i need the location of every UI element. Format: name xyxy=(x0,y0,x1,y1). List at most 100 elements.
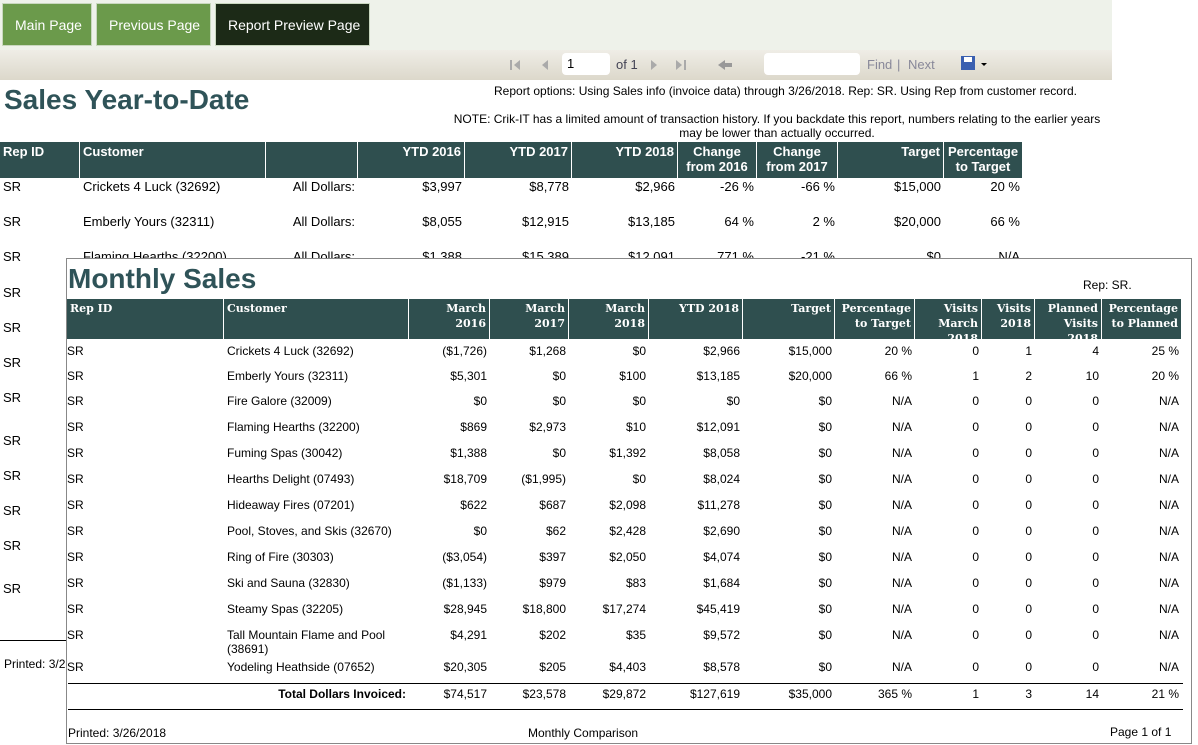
table-cell: $687 xyxy=(490,498,569,512)
total-cell: $127,619 xyxy=(649,687,743,701)
table-cell: N/A xyxy=(1102,660,1182,674)
table-cell: ($1,995) xyxy=(490,472,569,486)
table-cell: SR xyxy=(67,446,224,460)
table-cell: 0 xyxy=(915,602,982,616)
find-link[interactable]: Find xyxy=(867,57,892,72)
next-link[interactable]: Next xyxy=(908,57,935,72)
table-cell: $1,388 xyxy=(409,446,490,460)
table-cell: $0 xyxy=(743,660,835,674)
table-cell: $13,185 xyxy=(572,215,678,229)
table-cell: 0 xyxy=(982,660,1035,674)
table-cell: $2,966 xyxy=(649,344,743,358)
table-cell: 66 % xyxy=(835,369,915,383)
total-cell: 14 xyxy=(1035,687,1102,701)
footer-page: Page 1 of 1 xyxy=(1110,725,1171,739)
table-cell: $979 xyxy=(490,576,569,590)
nav-button[interactable]: Report Preview Page xyxy=(215,3,370,46)
header-cell: Target xyxy=(838,142,944,178)
table-cell: SR xyxy=(67,576,224,590)
table-cell: N/A xyxy=(835,472,915,486)
table-cell: 4 xyxy=(1035,344,1102,358)
table-cell: $0 xyxy=(490,446,569,460)
table-cell: $20,000 xyxy=(743,369,835,383)
header-cell: YTD 2018 xyxy=(649,299,743,339)
table-cell: $5,301 xyxy=(409,369,490,383)
table-cell: $0 xyxy=(743,420,835,434)
table-cell: 20 % xyxy=(944,180,1023,194)
separator: | xyxy=(897,57,900,72)
table-cell: ($1,133) xyxy=(409,576,490,590)
table-cell: SR xyxy=(67,420,224,434)
table-cell: $15,000 xyxy=(743,344,835,358)
table-cell: $1,392 xyxy=(569,446,649,460)
table-cell: $0 xyxy=(743,550,835,564)
table-cell: Tall Mountain Flame and Pool (38691) xyxy=(224,628,409,656)
header-cell: Customer xyxy=(80,142,266,178)
header-cell: March 2018 xyxy=(569,299,649,339)
table-cell: $869 xyxy=(409,420,490,434)
table-cell: $205 xyxy=(490,660,569,674)
table-cell: Fire Galore (32009) xyxy=(224,394,409,408)
table-cell: $8,058 xyxy=(649,446,743,460)
pager-icons xyxy=(505,55,565,75)
table-cell: 0 xyxy=(982,446,1035,460)
table-cell: $4,074 xyxy=(649,550,743,564)
monthly-panel: Monthly Sales Rep: SR. Printed: 3/26/201… xyxy=(66,258,1192,744)
table-cell: N/A xyxy=(835,394,915,408)
table-cell: ($1,726) xyxy=(409,344,490,358)
rep-label: Rep: SR. xyxy=(1083,278,1132,292)
table-cell: $4,291 xyxy=(409,628,490,642)
table-cell: $0 xyxy=(569,472,649,486)
table-cell: $0 xyxy=(743,628,835,642)
table-cell: N/A xyxy=(1102,524,1182,538)
report-options: Report options: Using Sales info (invoic… xyxy=(494,84,1077,98)
footer-name: Monthly Comparison xyxy=(528,726,638,740)
header-cell xyxy=(266,142,358,178)
table-cell: $8,778 xyxy=(465,180,572,194)
table-cell: $8,055 xyxy=(358,215,465,229)
rule xyxy=(0,640,66,641)
table-cell: SR xyxy=(67,524,224,538)
header-cell: Percentage to Target xyxy=(835,299,915,339)
table-cell: Hearths Delight (07493) xyxy=(224,472,409,486)
table-cell: SR xyxy=(0,469,24,483)
table-cell: 0 xyxy=(982,602,1035,616)
table-cell: SR xyxy=(67,550,224,564)
page-input[interactable]: 1 xyxy=(562,53,610,75)
table-cell: $2,050 xyxy=(569,550,649,564)
table-cell: $2,098 xyxy=(569,498,649,512)
table-cell: -66 % xyxy=(757,180,838,194)
nav-bar: Main Page Previous Page Report Preview P… xyxy=(0,0,1112,50)
table-cell: Fuming Spas (30042) xyxy=(224,446,409,460)
table-cell: $202 xyxy=(490,628,569,642)
table-cell: N/A xyxy=(1102,420,1182,434)
toolbar: 1 of 1 Find | Next xyxy=(0,50,1112,80)
table-cell: N/A xyxy=(1102,446,1182,460)
header-cell: YTD 2016 xyxy=(358,142,465,178)
total-cell: 3 xyxy=(982,687,1035,701)
table-cell: 0 xyxy=(982,576,1035,590)
header-cell: YTD 2018 xyxy=(572,142,678,178)
nav-button[interactable]: Main Page xyxy=(2,3,92,46)
table-cell: 0 xyxy=(982,524,1035,538)
export-icon[interactable] xyxy=(958,53,990,75)
table-cell: N/A xyxy=(835,420,915,434)
table-cell: All Dollars: xyxy=(266,215,358,229)
table-cell: $0 xyxy=(409,524,490,538)
header-cell: March 2016 xyxy=(409,299,490,339)
table-cell: 0 xyxy=(1035,498,1102,512)
total-cell: $23,578 xyxy=(490,687,569,701)
table-cell: $397 xyxy=(490,550,569,564)
table-cell: 0 xyxy=(915,628,982,642)
nav-button[interactable]: Previous Page xyxy=(96,3,211,46)
table-cell: N/A xyxy=(835,660,915,674)
table-cell: $0 xyxy=(490,394,569,408)
table-cell: $62 xyxy=(490,524,569,538)
total-cell: $35,000 xyxy=(743,687,835,701)
page-count: of 1 xyxy=(616,57,638,72)
search-input[interactable] xyxy=(764,53,860,75)
pager-icons xyxy=(645,55,740,75)
footer-printed: Printed: 3/26/2018 xyxy=(68,726,166,740)
table-cell: $622 xyxy=(409,498,490,512)
header-cell: Target xyxy=(743,299,835,339)
